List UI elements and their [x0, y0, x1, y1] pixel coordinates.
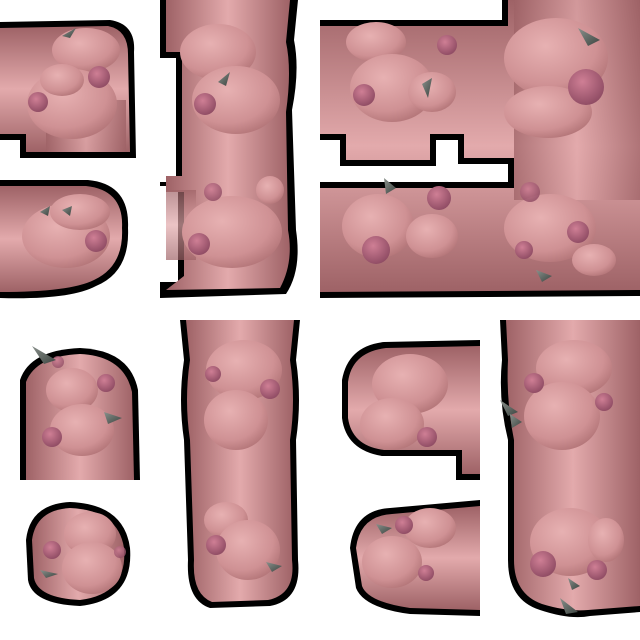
tile-corner-top-left [0, 20, 136, 158]
tile-isolated-small [26, 502, 131, 606]
tile-cross-junction-large [320, 0, 640, 298]
tile-corner-right-opening [342, 340, 480, 480]
tile-end-right-small [0, 180, 129, 299]
tile-blob-end-bottom [350, 500, 480, 616]
tile-vertical-tee [160, 0, 298, 298]
tile-vertical-long [180, 320, 300, 608]
tile-vertical-side-branch [500, 320, 640, 618]
tile-cap-top [20, 346, 140, 480]
